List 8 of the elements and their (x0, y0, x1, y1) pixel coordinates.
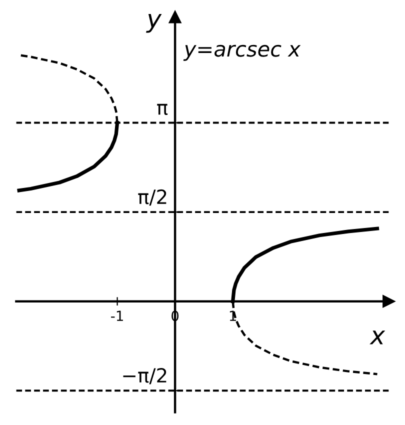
y-axis-title: y (146, 14, 162, 33)
annotation: y=arcsec x (183, 44, 301, 61)
x-tick-label: 1 (230, 310, 236, 321)
x-axis-title: x (370, 330, 386, 344)
y-tick-label: −π/2 (123, 368, 166, 384)
y-tick-label: π (157, 104, 168, 115)
x-tick-label: -1 (111, 310, 123, 321)
y-tick-label: π/2 (138, 189, 166, 206)
